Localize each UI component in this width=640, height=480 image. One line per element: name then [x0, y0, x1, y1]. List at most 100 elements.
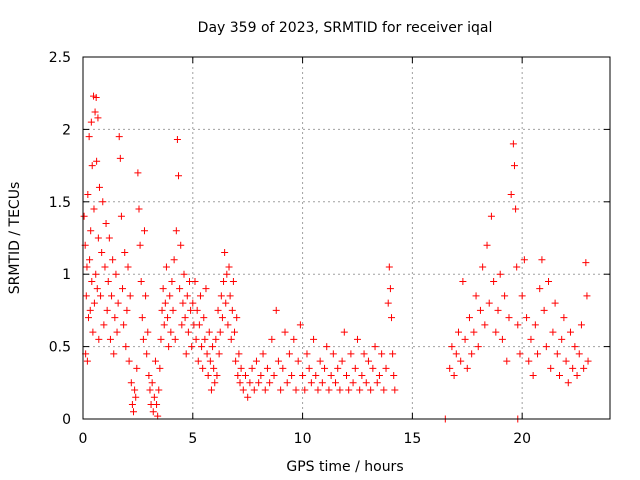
data-point [452, 350, 460, 358]
x-tick-label: 5 [188, 431, 197, 447]
data-point [316, 357, 324, 365]
data-point [92, 94, 100, 102]
data-point [490, 277, 498, 285]
data-point [512, 205, 520, 213]
data-point [481, 321, 489, 329]
data-point [285, 350, 293, 358]
data-point [173, 136, 181, 144]
data-point [463, 364, 471, 372]
data-point [534, 350, 542, 358]
data-point [334, 364, 342, 372]
data-point [573, 372, 581, 380]
data-point [224, 321, 232, 329]
data-point [145, 372, 153, 380]
data-point [201, 335, 209, 343]
data-point [146, 386, 154, 394]
data-point [209, 343, 217, 351]
data-point [496, 270, 504, 278]
data-point [470, 328, 478, 336]
data-point [189, 299, 197, 307]
data-point [283, 379, 291, 387]
data-point [227, 335, 235, 343]
y-tick-label: 0.5 [49, 340, 71, 356]
data-point [461, 335, 469, 343]
data-point [498, 335, 506, 343]
data-point [221, 248, 229, 256]
data-point [332, 379, 340, 387]
data-point [87, 227, 95, 235]
data-point [89, 328, 97, 336]
data-point [95, 183, 103, 191]
data-point [307, 379, 315, 387]
data-point [112, 270, 120, 278]
data-point [356, 386, 364, 394]
data-point [156, 364, 164, 372]
data-point [84, 191, 92, 199]
data-point [149, 408, 157, 416]
data-point [564, 379, 572, 387]
data-point [80, 212, 88, 220]
data-point [338, 357, 346, 365]
data-point [213, 372, 221, 380]
data-point [108, 292, 116, 300]
chart-title: Day 359 of 2023, SRMTID for receiver iqa… [198, 20, 493, 36]
data-point [126, 292, 134, 300]
data-point [220, 277, 228, 285]
data-point [177, 241, 185, 249]
data-point [274, 357, 282, 365]
data-point [157, 335, 165, 343]
data-point [97, 292, 105, 300]
y-axis-label: SRMTID / TECUs [7, 182, 23, 295]
data-point [103, 306, 111, 314]
data-point [584, 357, 592, 365]
data-point [277, 386, 285, 394]
data-point [327, 372, 335, 380]
data-point [121, 248, 129, 256]
data-point [560, 314, 568, 322]
data-point [244, 393, 252, 401]
data-point [91, 108, 99, 116]
data-point [483, 241, 491, 249]
data-point [329, 350, 337, 358]
data-point [378, 350, 386, 358]
data-point [531, 321, 539, 329]
data-point [181, 314, 189, 322]
data-point [123, 306, 131, 314]
data-point [195, 321, 203, 329]
data-point [175, 172, 183, 180]
data-point [509, 140, 517, 148]
data-point [347, 350, 355, 358]
data-point [312, 372, 320, 380]
data-point [199, 364, 207, 372]
data-point [153, 401, 161, 409]
data-point [358, 372, 366, 380]
data-point [303, 350, 311, 358]
data-point [388, 314, 396, 322]
data-point [228, 306, 236, 314]
data-point [237, 364, 245, 372]
data-point [323, 343, 331, 351]
data-point [192, 335, 200, 343]
data-point [88, 277, 96, 285]
data-point [380, 386, 388, 394]
data-point [143, 350, 151, 358]
data-point [176, 285, 184, 293]
data-point [155, 386, 163, 394]
data-point [257, 372, 265, 380]
data-point [139, 335, 147, 343]
data-point [513, 263, 521, 271]
data-point [542, 343, 550, 351]
data-point [90, 299, 98, 307]
data-point [239, 386, 247, 394]
data-point [314, 386, 322, 394]
data-point [226, 292, 234, 300]
data-point [459, 277, 467, 285]
data-point [268, 335, 276, 343]
data-point [474, 343, 482, 351]
data-point [290, 335, 298, 343]
data-point [536, 285, 544, 293]
data-point [558, 335, 566, 343]
data-point [583, 292, 591, 300]
data-point [85, 133, 93, 141]
data-point [364, 357, 372, 365]
